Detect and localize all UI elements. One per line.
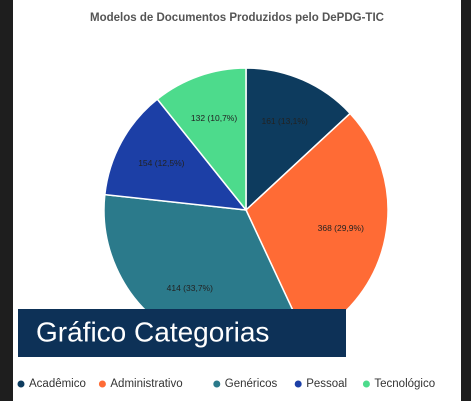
legend-label: Administrativo xyxy=(110,378,182,390)
legend-swatch xyxy=(362,380,370,388)
legend-label: Pessoal xyxy=(306,378,347,390)
data-label: 368 (29,9%) xyxy=(318,223,364,233)
slice xyxy=(104,98,248,211)
data-label: 414 (33,7%) xyxy=(167,283,213,293)
slice xyxy=(156,67,247,213)
legend: Acadêmico Administrativo Genéricos Pessoal T… xyxy=(17,378,435,390)
legend-swatch xyxy=(98,380,106,388)
data-label: 132 (10,7%) xyxy=(191,113,237,123)
banner xyxy=(18,309,346,357)
chart-title: Modelos de Documentos Produzidos pelo De… xyxy=(90,12,384,24)
data-label: 154 (12,5%) xyxy=(138,158,184,168)
legend-swatch xyxy=(294,380,302,388)
legend-swatch xyxy=(213,380,221,388)
legend-swatch xyxy=(17,380,25,388)
legend-label: Genéricos xyxy=(225,378,278,390)
banner-text: Gráfico Categorias xyxy=(36,316,269,347)
data-label: 161 (13,1%) xyxy=(261,116,307,126)
legend-label: Acadêmico xyxy=(29,378,86,390)
slice xyxy=(245,67,352,212)
legend-label: Tecnológico xyxy=(374,378,435,390)
